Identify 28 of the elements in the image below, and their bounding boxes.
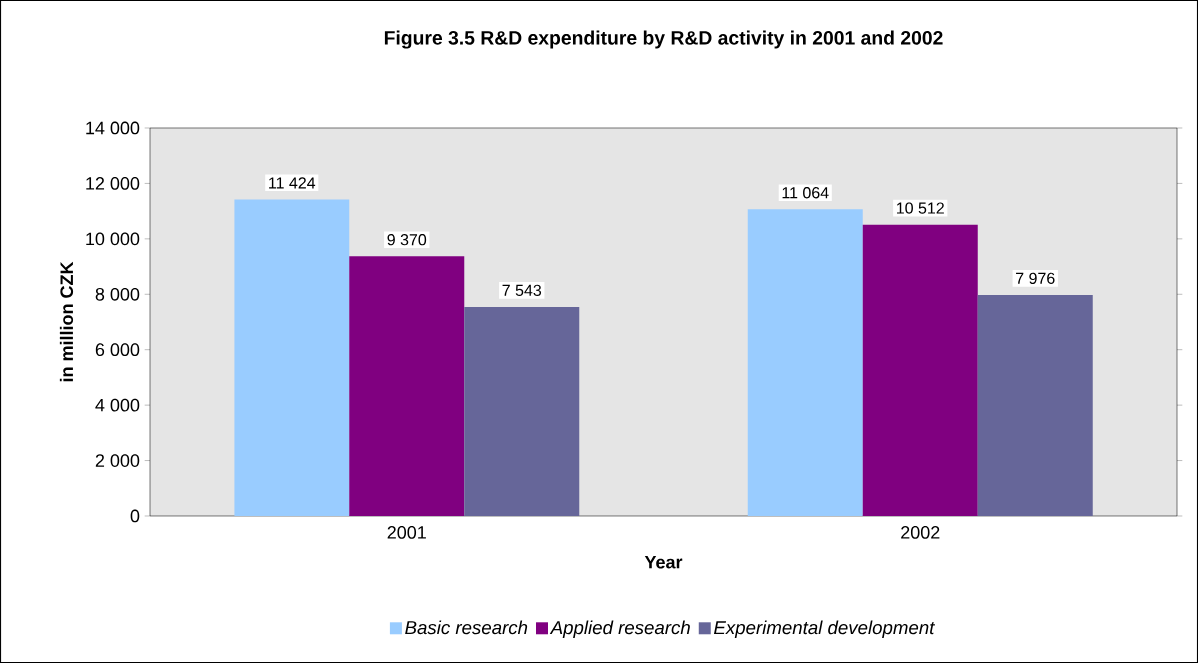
bar [234,199,350,516]
data-label: 7 543 [502,284,542,296]
y-tick-label: 10 000 [86,232,140,246]
x-tick-label: 2002 [901,526,940,539]
data-label: 11 064 [782,187,829,199]
legend-label: Basic research [405,620,528,635]
data-label: 10 512 [897,202,944,214]
legend-label: Experimental development [714,620,936,638]
x-tick-label: 2001 [387,526,426,539]
y-tick-label: 12 000 [86,177,140,190]
bar [349,256,465,516]
y-tick-label: 0 [130,509,140,523]
y-tick-label: 14 000 [86,121,140,135]
y-tick-label: 8 000 [95,287,140,301]
bar [747,209,863,516]
chart-title: Figure 3.5 R&D expenditure by R&D activity in 2001 and 2002 [384,30,943,49]
x-axis-title: Year [644,555,683,569]
y-axis-title: in million CZK [59,261,74,382]
bar [862,224,978,516]
bar [977,294,1093,516]
data-label: 7 976 [1016,272,1055,284]
y-tick-label: 6 000 [95,343,140,357]
bar [464,306,580,516]
data-label: 11 424 [269,177,316,189]
y-tick-label: 2 000 [95,454,140,467]
data-label: 9 370 [387,234,427,246]
y-tick-label: 4 000 [95,398,140,412]
legend-label: Applied research [549,620,690,638]
